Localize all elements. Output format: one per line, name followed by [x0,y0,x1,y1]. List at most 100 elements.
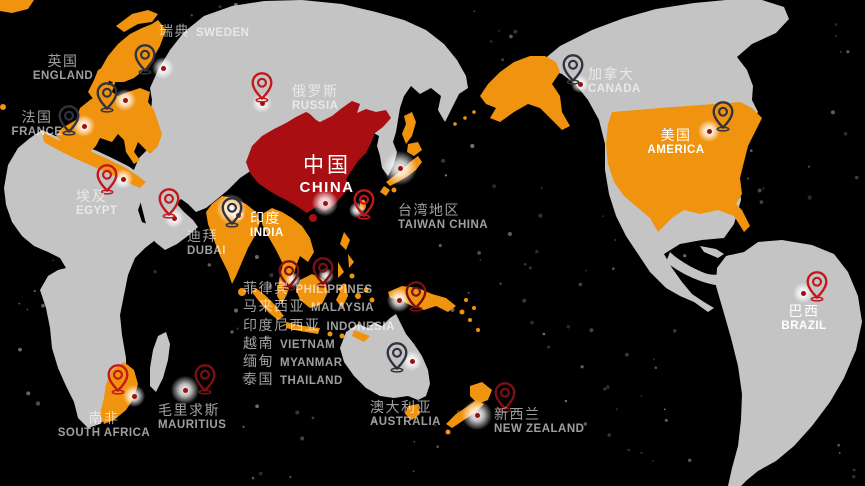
ocean-speck [602,215,604,218]
ocean-speck [230,330,234,334]
map-pin-malaysia-west [278,260,300,291]
beacon-sweden [152,57,174,79]
label-india-zh: 印度 [250,210,281,226]
label-india: 印度 INDIA [250,210,284,240]
beacon-japan [383,151,417,185]
ocean-speck [444,174,448,177]
label-thailand: 泰国 THAILAND [243,371,343,390]
ocean-speck [834,34,838,38]
ocean-speck [289,475,292,479]
ocean-speck [413,441,416,443]
region-philippines [338,232,355,289]
label-taiwan: 台湾地区 TAIWAN CHINA [398,202,488,232]
label-egypt-zh: 埃及 [76,188,107,204]
map-pin-america [712,101,734,132]
label-china-zh: 中国 [303,154,351,177]
ocean-speck [251,476,255,480]
beacon-core [182,387,188,393]
ocean-speck [612,267,615,271]
ocean-speck [566,324,571,329]
ocean-speck [265,335,270,340]
ocean-speck [616,408,618,411]
ocean-speck [373,419,376,423]
ocean-speck [509,34,513,39]
ocean-speck [436,445,439,449]
region-alaska [480,56,570,130]
label-russia-en: RUSSIA [292,99,339,112]
map-pin-brazil [806,271,828,302]
ocean-speck [530,320,534,325]
label-france: 法国 FRANCE [12,109,63,139]
map-pin-england [96,82,118,113]
ocean-speck [218,5,222,9]
map-pin-mauritius [194,364,216,395]
ocean-speck [583,422,588,426]
beacon-brazil [793,283,813,303]
ocean-speck [757,188,762,193]
ocean-speck [295,410,300,415]
label-sweden: 瑞典 SWEDEN [159,23,249,42]
region-pacific-islands [459,298,480,332]
label-philippines-en: PHILIPPINES [295,284,373,296]
label-australia-en: AUSTRALIA [370,415,441,428]
ocean-speck [33,289,36,293]
label-canada: 加拿大 CANADA [588,66,641,96]
label-malaysia: 马来西亚 MALAYSIA [243,298,374,317]
beacon-core [259,100,265,106]
region-indochina [262,208,314,304]
label-new-zealand-en: NEW ZEALAND [494,422,585,435]
island-cuba [700,246,724,258]
ocean-speck [441,158,446,163]
label-russia-zh: 俄罗斯 [292,83,339,99]
ocean-speck [640,395,643,398]
ocean-speck [513,29,518,34]
ocean-speck [540,187,543,189]
ocean-speck [852,475,856,479]
ocean-speck [255,404,259,409]
label-dubai-zh: 迪拜 [187,228,218,244]
ocean-speck [852,468,856,472]
label-new-zealand: 新西兰 NEW ZEALAND [494,406,584,436]
ocean-speck [762,187,765,190]
ocean-speck [35,401,41,406]
beacon-russia [252,93,272,113]
beacon-core [120,176,126,182]
label-indonesia: 印度尼西亚 INDONESIA [243,317,395,336]
label-england-zh: 英国 [47,53,79,69]
label-south-africa: 南非 SOUTH AFRICA [58,410,150,440]
label-vietnam-zh: 越南 [243,335,274,351]
ocean-speck [153,270,157,274]
ocean-speck [580,365,584,369]
map-pin-taiwan [353,189,375,220]
beacon-core [122,97,128,103]
ocean-speck [834,23,838,26]
map-pin-malaysia-east [312,257,334,288]
label-america-en: AMERICA [647,143,705,156]
label-england: 英国 ENGLAND [33,53,93,83]
map-pin-sweden [134,44,156,75]
ocean-speck [434,424,437,427]
label-australia-zh: 澳大利亚 [370,399,432,415]
label-dubai-en: DUBAI [187,244,226,257]
map-pin-russia [251,72,273,103]
label-malaysia-en: MALAYSIA [311,302,374,314]
ocean-speck [268,285,273,289]
ocean-speck [664,418,668,422]
ocean-speck [654,366,658,370]
beacon-core [322,200,328,206]
ocean-speck [470,143,475,149]
ocean-speck [538,213,543,218]
ocean-speck [605,385,610,390]
ocean-speck [242,425,245,428]
ocean-speck [578,282,583,287]
ocean-speck [254,255,259,259]
ocean-speck [542,332,546,336]
ocean-speck [746,177,750,180]
ocean-speck [846,50,850,54]
beacon-south-africa [123,385,145,407]
beacon-core [160,65,166,71]
map-pin-canada [562,54,584,85]
label-philippines-zh: 菲律宾 [243,280,290,296]
beacon-france [73,115,95,137]
label-russia: 俄罗斯 RUSSIA [292,83,339,113]
